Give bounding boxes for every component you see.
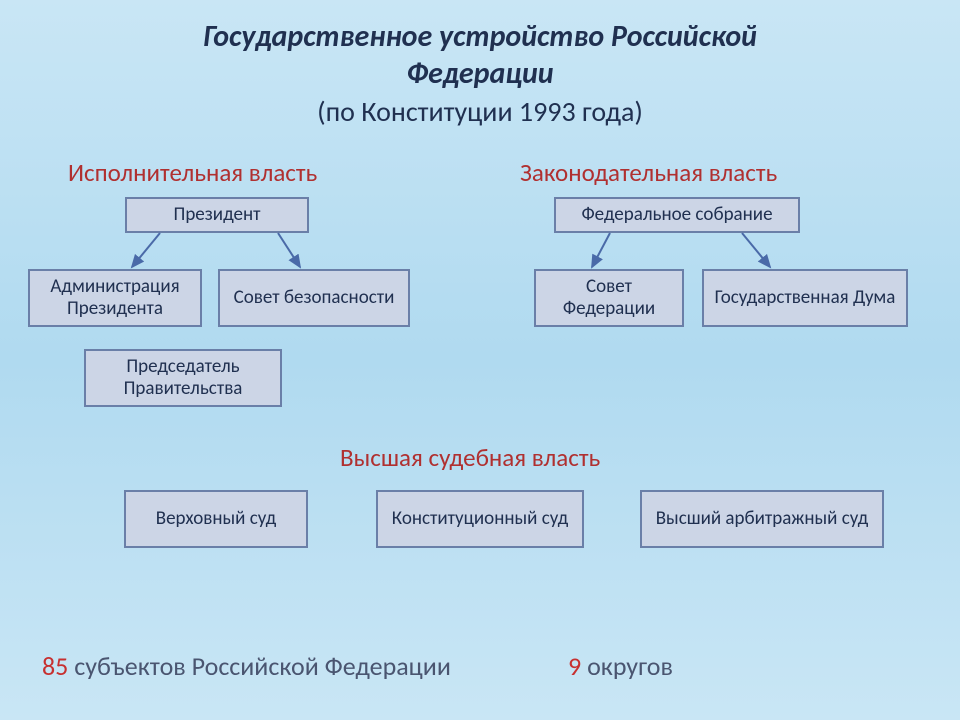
arrow: [278, 233, 300, 267]
box-constcourt: Конституционный суд: [376, 490, 584, 548]
arrow: [132, 233, 160, 267]
footer-right-text: округов: [581, 650, 673, 682]
heading-executive: Исполнительная власть: [68, 157, 317, 188]
box-chairman: Председатель Правительства: [84, 349, 282, 407]
box-admin: Администрация Президента: [28, 269, 202, 327]
footer-left-text: субъектов Российской Федерации: [68, 650, 451, 682]
footer-right-num: 9: [568, 650, 581, 682]
title-block: Государственное устройство Российской Фе…: [0, 0, 960, 129]
heading-legislative: Законодательная власть: [520, 157, 777, 188]
box-duma: Государственная Дума: [702, 269, 908, 327]
footer-left-num: 85: [42, 650, 68, 682]
box-fedcouncil: Совет Федерации: [534, 269, 684, 327]
footer-left: 85 субъектов Российской Федерации: [42, 650, 451, 682]
arrow-lines: [132, 233, 770, 267]
box-supreme: Верховный суд: [124, 490, 308, 548]
heading-judicial: Высшая судебная власть: [340, 442, 600, 473]
title-line1: Государственное устройство Российской: [0, 18, 960, 55]
box-president: Президент: [125, 197, 309, 233]
title-line2: Федерации: [0, 55, 960, 92]
footer-right: 9 округов: [568, 650, 673, 682]
box-assembly: Федеральное собрание: [554, 197, 800, 233]
arrow: [592, 233, 610, 267]
box-arbitration: Высший арбитражный суд: [640, 490, 884, 548]
title-line3: (по Конституции 1993 года): [0, 92, 960, 129]
arrow: [742, 233, 770, 267]
box-council: Совет безопасности: [218, 269, 410, 327]
